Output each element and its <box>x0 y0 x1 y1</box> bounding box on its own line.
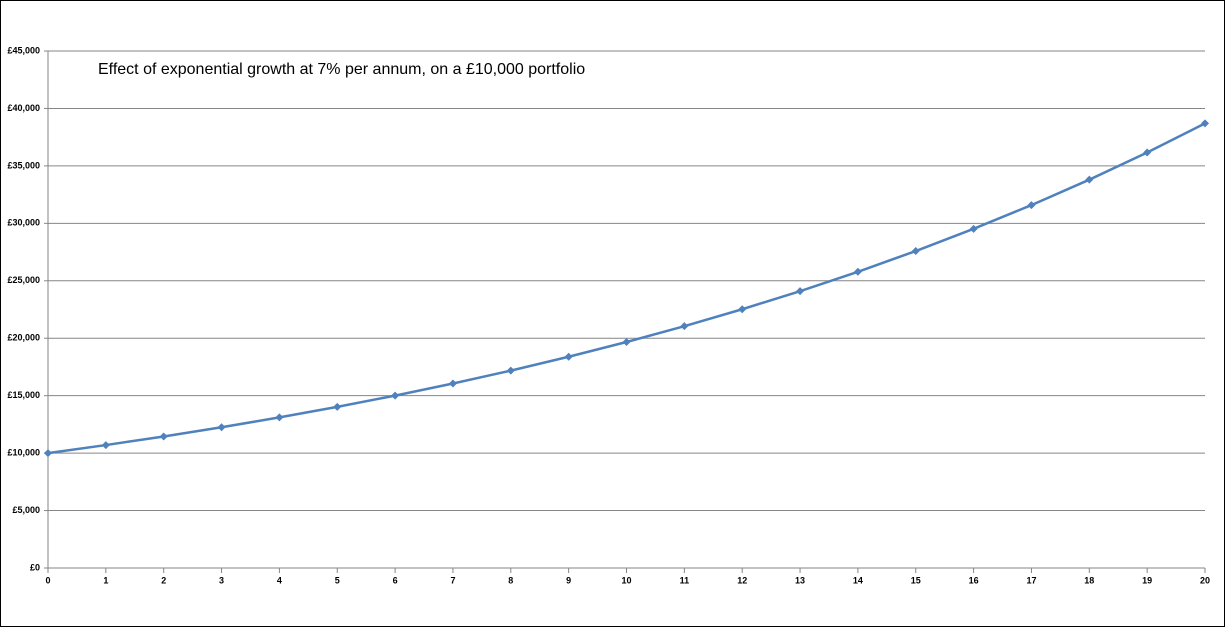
y-tick-label: £35,000 <box>7 160 40 170</box>
data-point <box>911 247 920 256</box>
y-tick-label: £45,000 <box>7 45 40 55</box>
x-tick-label: 9 <box>566 575 571 585</box>
data-point <box>159 432 168 441</box>
y-tick-label: £15,000 <box>7 390 40 400</box>
data-point <box>217 423 226 432</box>
x-tick-label: 6 <box>393 575 398 585</box>
data-point <box>564 352 573 361</box>
y-tick-label: £30,000 <box>7 218 40 228</box>
x-tick-label: 20 <box>1200 575 1210 585</box>
x-tick-label: 4 <box>277 575 282 585</box>
x-tick-label: 17 <box>1026 575 1036 585</box>
data-point <box>622 337 631 346</box>
x-tick-label: 8 <box>508 575 513 585</box>
data-point <box>448 379 457 388</box>
data-point <box>333 402 342 411</box>
y-tick-label: £40,000 <box>7 103 40 113</box>
data-point <box>506 366 515 375</box>
y-tick-label: £25,000 <box>7 275 40 285</box>
y-tick-label: £0 <box>30 562 40 572</box>
x-tick-label: 14 <box>853 575 863 585</box>
data-point <box>44 449 52 458</box>
x-tick-label: 2 <box>161 575 166 585</box>
x-tick-label: 16 <box>969 575 979 585</box>
x-tick-label: 13 <box>795 575 805 585</box>
data-point <box>275 413 284 422</box>
data-point <box>1143 148 1152 157</box>
data-point <box>969 224 978 233</box>
x-tick-label: 18 <box>1084 575 1094 585</box>
y-tick-label: £20,000 <box>7 333 40 343</box>
x-tick-label: 15 <box>911 575 921 585</box>
y-tick-label: £5,000 <box>12 505 40 515</box>
chart-title: Effect of exponential growth at 7% per a… <box>98 61 585 78</box>
data-point <box>680 322 689 331</box>
data-point <box>1201 119 1209 128</box>
data-point <box>853 267 862 276</box>
x-tick-label: 0 <box>45 575 50 585</box>
y-tick-label: £10,000 <box>7 447 40 457</box>
x-tick-label: 5 <box>335 575 340 585</box>
data-point <box>796 287 805 296</box>
data-point <box>1085 175 1094 184</box>
x-tick-label: 3 <box>219 575 224 585</box>
x-tick-label: 1 <box>103 575 108 585</box>
x-tick-label: 12 <box>737 575 747 585</box>
x-tick-label: 10 <box>621 575 631 585</box>
data-point <box>1027 201 1036 210</box>
x-tick-label: 19 <box>1142 575 1152 585</box>
data-point <box>738 305 747 314</box>
x-tick-label: 11 <box>680 575 690 585</box>
data-point <box>391 391 400 400</box>
x-tick-label: 7 <box>450 575 455 585</box>
data-point <box>101 441 110 450</box>
